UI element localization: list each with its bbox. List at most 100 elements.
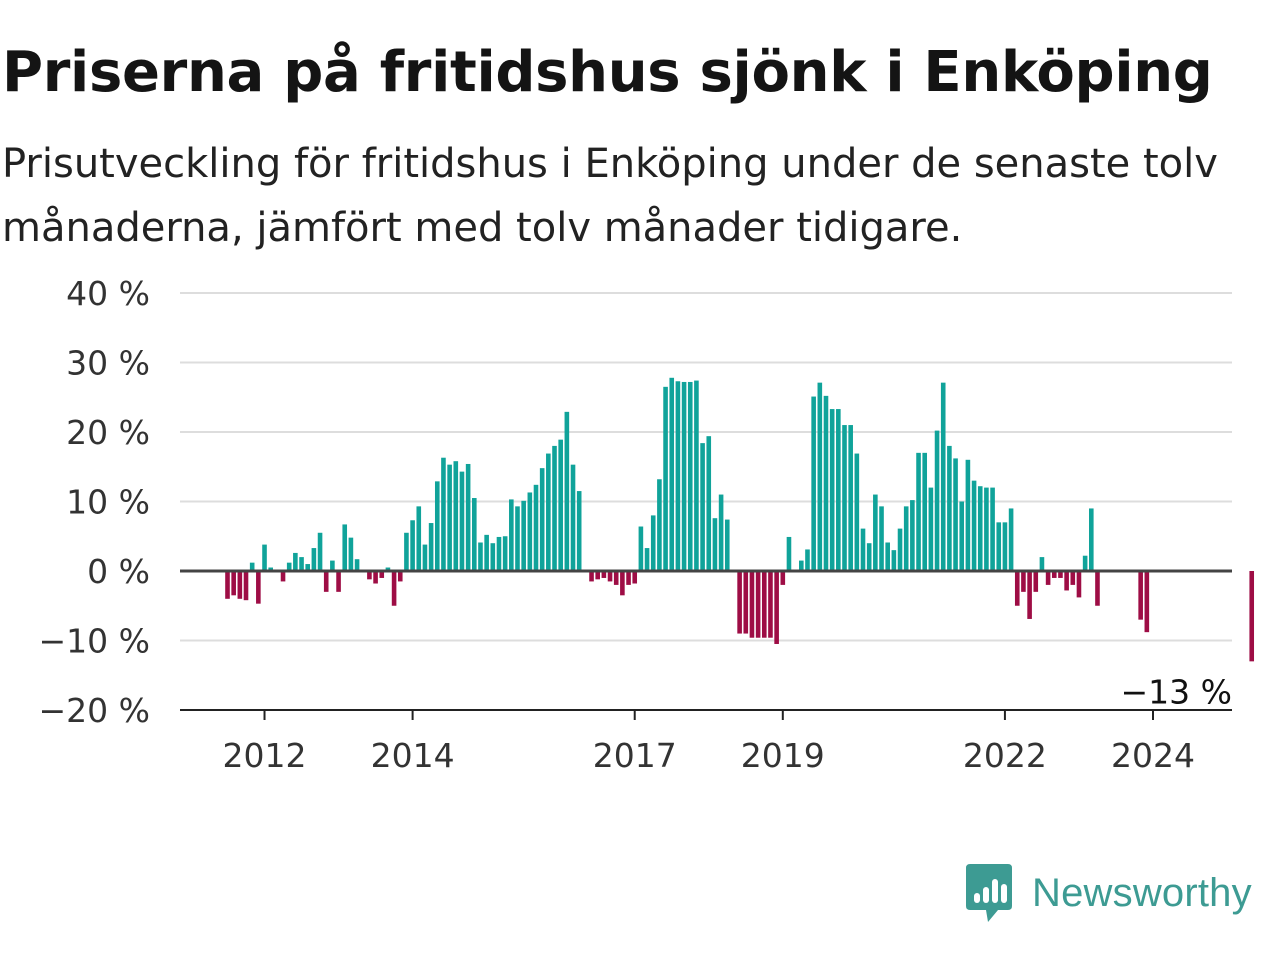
bar: [311, 548, 317, 571]
bar: [971, 480, 977, 571]
bar: [422, 544, 428, 571]
bar: [842, 425, 847, 571]
bar: [305, 564, 311, 571]
bar: [589, 571, 594, 582]
bar: [638, 526, 644, 571]
chart-subtitle: Prisutveckling för fritidshus i Enköping…: [2, 141, 1218, 251]
bar: [348, 537, 354, 571]
bar: [700, 443, 705, 571]
bar: [373, 571, 378, 584]
bar: [225, 571, 230, 599]
bar: [749, 571, 755, 638]
bar: [478, 542, 483, 571]
bar: [829, 409, 835, 571]
bar: [910, 500, 915, 571]
bar: [317, 532, 323, 571]
bar: [607, 571, 613, 582]
bar: [718, 494, 724, 571]
bar: [811, 396, 816, 571]
x-tick-label: 2019: [741, 736, 825, 775]
bar: [626, 571, 631, 585]
bar: [533, 484, 539, 571]
bar: [1021, 571, 1026, 592]
bar: [977, 486, 983, 571]
bar: [342, 524, 348, 571]
bar: [873, 494, 878, 571]
bar: [836, 409, 841, 571]
x-tick-label: 2022: [963, 736, 1047, 775]
newsworthy-logo-icon: [966, 864, 1012, 922]
bar: [996, 522, 1002, 571]
bar: [712, 518, 718, 571]
bar: [644, 548, 650, 571]
bar: [1138, 571, 1143, 620]
bar: [799, 560, 804, 571]
bar: [496, 536, 502, 571]
bar: [620, 571, 625, 596]
bar: [1089, 508, 1094, 571]
bar: [558, 439, 563, 571]
bar: [231, 571, 236, 596]
bar: [885, 542, 890, 571]
bar: [657, 479, 662, 571]
bar: [768, 571, 773, 638]
bar: [453, 461, 459, 571]
bar: [268, 567, 273, 571]
bar: [484, 534, 489, 571]
bar: [465, 463, 471, 571]
x-tick-label: 2012: [223, 736, 307, 775]
bar: [1070, 571, 1076, 585]
bar-chart: 40 %30 %20 %10 %0 %−10 %−20 % 2012 2014 20…: [39, 274, 1255, 775]
y-axis-tick-labels: 40 % 30 % 20 % 10 % 0 % −10 % −20 %: [39, 274, 151, 730]
y-tick-label: 30 %: [66, 344, 150, 383]
bar: [947, 445, 952, 571]
bar: [706, 436, 712, 571]
bar: [397, 571, 403, 582]
bar: [848, 425, 853, 571]
x-tick-label: 2017: [593, 736, 677, 775]
bar: [743, 571, 749, 634]
bar: [1076, 571, 1082, 598]
bar: [984, 487, 989, 571]
bar: [249, 562, 255, 571]
bar: [1051, 571, 1057, 578]
brand-name: Newsworthy: [1032, 870, 1252, 915]
bar: [1095, 571, 1100, 606]
bar: [472, 498, 477, 571]
bar: [1008, 508, 1014, 571]
bar: [854, 453, 860, 571]
bar: [663, 386, 668, 572]
bar: [817, 382, 823, 571]
bar: [521, 500, 526, 571]
bar: [780, 571, 786, 585]
bar: [940, 382, 946, 571]
bar: [1045, 571, 1051, 585]
bar: [1014, 571, 1020, 606]
x-tick-label: 2014: [371, 736, 455, 775]
bar: [256, 571, 261, 604]
bar: [724, 519, 730, 571]
bar: [694, 380, 699, 571]
bar: [237, 571, 243, 599]
x-tick-label: 2024: [1111, 736, 1195, 775]
bar: [761, 571, 767, 638]
bar: [681, 381, 687, 571]
x-axis-ticks: 2012 2014 2017 2019 2022 2024: [223, 710, 1195, 775]
bar: [286, 562, 292, 571]
bar: [959, 501, 965, 571]
bar: [428, 523, 434, 571]
bar: [1039, 557, 1045, 571]
y-tick-label: 10 %: [66, 483, 150, 522]
bar: [965, 459, 971, 571]
bar: [595, 571, 600, 580]
bar: [509, 499, 514, 571]
bar: [564, 411, 570, 571]
gridlines: [180, 292, 1232, 642]
bar: [669, 377, 675, 571]
bar: [823, 395, 829, 571]
bar: [459, 471, 465, 571]
bar: [379, 571, 385, 578]
y-tick-label: −20 %: [39, 691, 151, 730]
bar: [391, 571, 397, 606]
bar: [490, 543, 496, 571]
